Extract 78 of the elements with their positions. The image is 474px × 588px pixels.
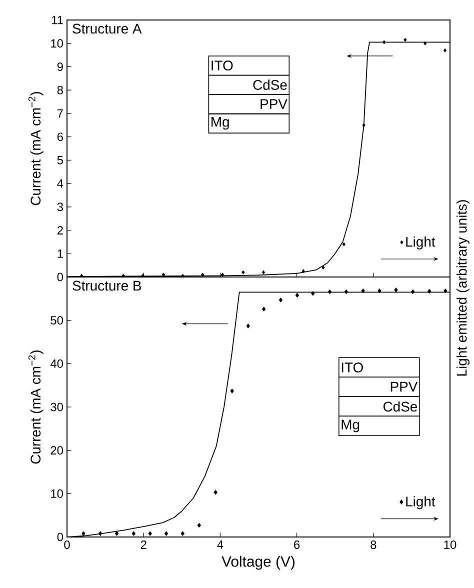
point — [262, 270, 266, 274]
y-tick-label: 7 — [57, 109, 63, 118]
point — [180, 531, 185, 536]
annotation: PPV — [390, 382, 418, 392]
y-tick-label: 40 — [50, 359, 64, 368]
point — [328, 289, 332, 294]
point — [311, 291, 315, 296]
point — [242, 270, 245, 274]
annotation: ITO — [342, 362, 363, 372]
point — [322, 266, 325, 270]
y-tick-label: 30 — [50, 402, 64, 412]
y2-axis-title: Light emitted (arbitrary units) — [456, 200, 470, 376]
annotation: PPV — [260, 99, 288, 109]
point — [411, 289, 415, 294]
y-tick-label: 1 — [58, 250, 63, 258]
x-tick-label: 4 — [217, 540, 224, 549]
annotation: ITO — [212, 60, 233, 70]
point — [141, 274, 144, 278]
legend-label: Light — [406, 236, 436, 250]
x-tick-label: 0 — [64, 540, 70, 549]
point — [262, 306, 266, 312]
y-tick-label: 5 — [57, 156, 63, 164]
annotation: CdSe — [253, 80, 287, 90]
point — [424, 41, 427, 46]
x-tick-label: 6 — [294, 540, 300, 549]
point — [230, 388, 234, 394]
point — [114, 531, 119, 536]
y-tick-label: 10 — [51, 489, 64, 498]
point — [378, 288, 382, 294]
point — [164, 531, 168, 536]
point — [80, 274, 84, 278]
point — [361, 288, 365, 294]
y-tick-label: 0 — [57, 272, 64, 282]
y-tick-label: 11 — [52, 16, 63, 24]
x-tick-label: 8 — [370, 540, 376, 549]
y-tick-label: 50 — [50, 316, 64, 325]
chart-title: Structure B — [72, 280, 142, 291]
point — [362, 123, 366, 128]
point — [427, 288, 432, 294]
y-tick-label: 20 — [50, 446, 64, 455]
point — [246, 324, 250, 328]
y-tick-label: 2 — [57, 226, 63, 234]
point — [444, 288, 448, 294]
y-tick-label: 6 — [57, 132, 63, 142]
x-tick-label: 10 — [444, 540, 456, 549]
y-axis-title: Current (mA cm$^{−2}$) — [28, 350, 44, 464]
point — [404, 38, 407, 42]
point — [197, 522, 201, 528]
point — [342, 242, 346, 246]
annotation: CdSe — [383, 401, 418, 412]
chart-title: Structure A — [72, 24, 142, 34]
point — [214, 490, 218, 495]
y-axis-title: Current (mA cm$^{−2}$) — [28, 92, 44, 206]
y-tick-label: 10 — [51, 39, 64, 48]
legend-label: Light — [406, 496, 436, 510]
y-tick-label: 4 — [57, 179, 64, 188]
y-tick-label: 9 — [57, 62, 63, 71]
point — [344, 289, 348, 294]
point — [201, 272, 204, 277]
point — [394, 288, 398, 292]
point — [122, 274, 125, 278]
x-axis-title: Voltage (V) — [222, 556, 295, 570]
point — [278, 298, 283, 302]
x-tick-label: 2 — [140, 540, 146, 549]
point — [82, 531, 86, 536]
point — [295, 292, 300, 298]
y-tick-label: 3 — [57, 202, 63, 212]
y-tick-label: 8 — [57, 86, 63, 94]
point — [443, 48, 447, 52]
point — [148, 531, 152, 536]
y-tick-label: 0 — [57, 532, 64, 542]
point — [302, 269, 305, 274]
point — [98, 531, 102, 536]
point — [382, 40, 386, 44]
annotation: Mg — [342, 420, 360, 432]
point — [132, 531, 136, 536]
point — [220, 272, 224, 277]
annotation: Mg — [212, 117, 229, 130]
